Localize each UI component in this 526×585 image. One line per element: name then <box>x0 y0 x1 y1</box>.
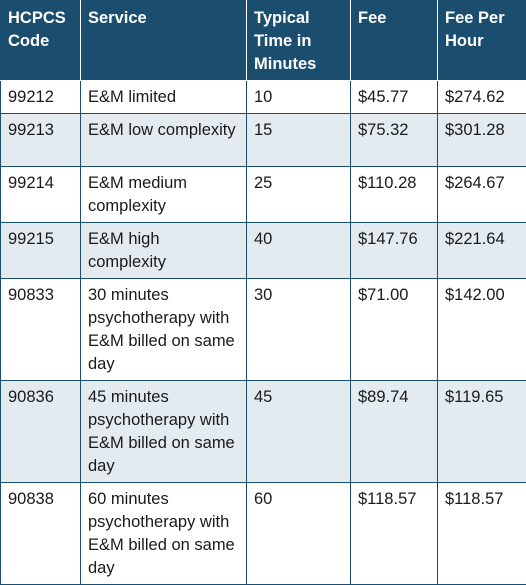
cell-fee-per-hour: $301.28 <box>438 114 526 167</box>
cell-fee: $71.00 <box>351 279 438 381</box>
table-row: 99213 E&M low complexity 15 $75.32 $301.… <box>1 114 526 167</box>
cell-code: 99212 <box>1 81 81 114</box>
cell-code: 99215 <box>1 223 81 279</box>
table-row: 99215 E&M high complexity 40 $147.76 $22… <box>1 223 526 279</box>
cell-code: 90833 <box>1 279 81 381</box>
cell-fee: $118.57 <box>351 483 438 585</box>
cell-time: 40 <box>247 223 351 279</box>
cell-code: 90838 <box>1 483 81 585</box>
cell-fee-per-hour: $118.57 <box>438 483 526 585</box>
cell-time: 45 <box>247 381 351 483</box>
table-row: 99214 E&M medium complexity 25 $110.28 $… <box>1 167 526 223</box>
cell-fee-per-hour: $142.00 <box>438 279 526 381</box>
header-typical-time: Typical Time in Minutes <box>247 1 351 81</box>
table-row: 90836 45 minutes psychotherapy with E&M … <box>1 381 526 483</box>
header-service: Service <box>81 1 247 81</box>
cell-fee: $45.77 <box>351 81 438 114</box>
cell-fee-per-hour: $221.64 <box>438 223 526 279</box>
table-header-row: HCPCS Code Service Typical Time in Minut… <box>1 1 526 81</box>
cell-fee: $110.28 <box>351 167 438 223</box>
cell-time: 60 <box>247 483 351 585</box>
cell-fee-per-hour: $119.65 <box>438 381 526 483</box>
cell-code: 90836 <box>1 381 81 483</box>
cell-service: 60 minutes psychotherapy with E&M billed… <box>81 483 247 585</box>
cell-code: 99213 <box>1 114 81 167</box>
header-fee-per-hour: Fee Per Hour <box>438 1 526 81</box>
cell-fee: $89.74 <box>351 381 438 483</box>
cell-fee: $147.76 <box>351 223 438 279</box>
cell-service: E&M high complexity <box>81 223 247 279</box>
cell-fee-per-hour: $274.62 <box>438 81 526 114</box>
cell-service: E&M medium complexity <box>81 167 247 223</box>
cell-code: 99214 <box>1 167 81 223</box>
cell-time: 10 <box>247 81 351 114</box>
table-row: 99212 E&M limited 10 $45.77 $274.62 <box>1 81 526 114</box>
cell-time: 25 <box>247 167 351 223</box>
cell-service: 45 minutes psychotherapy with E&M billed… <box>81 381 247 483</box>
cell-fee: $75.32 <box>351 114 438 167</box>
cell-fee-per-hour: $264.67 <box>438 167 526 223</box>
cell-time: 15 <box>247 114 351 167</box>
cell-time: 30 <box>247 279 351 381</box>
table-row: 90838 60 minutes psychotherapy with E&M … <box>1 483 526 585</box>
cell-service: 30 minutes psychotherapy with E&M billed… <box>81 279 247 381</box>
cell-service: E&M limited <box>81 81 247 114</box>
cell-service: E&M low complexity <box>81 114 247 167</box>
header-fee: Fee <box>351 1 438 81</box>
header-hcpcs-code: HCPCS Code <box>1 1 81 81</box>
table-row: 90833 30 minutes psychotherapy with E&M … <box>1 279 526 381</box>
